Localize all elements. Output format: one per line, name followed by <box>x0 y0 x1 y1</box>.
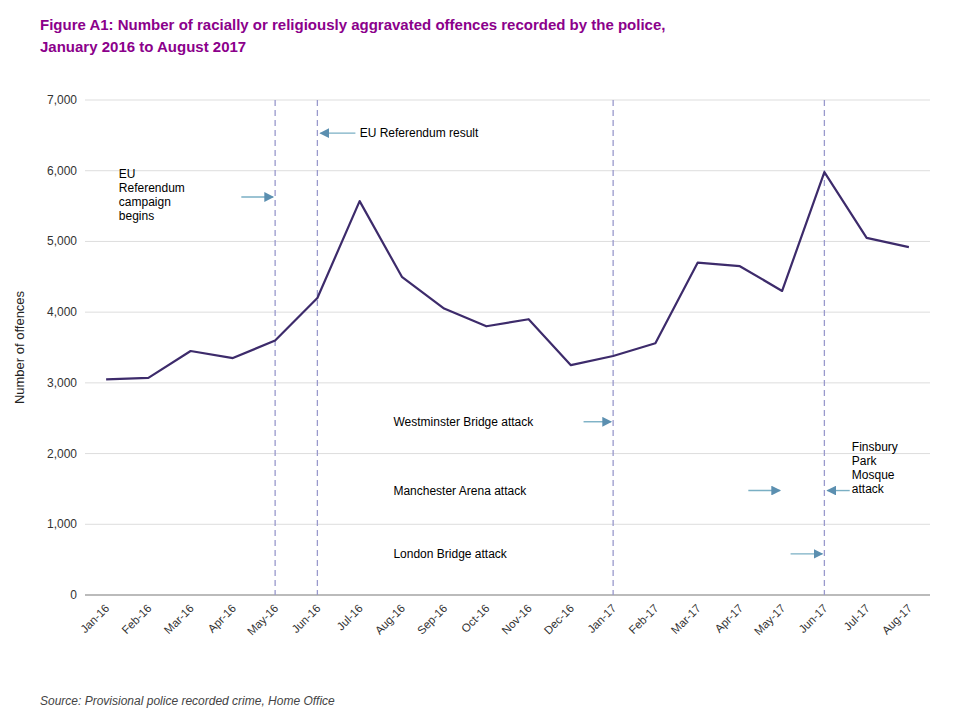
x-tick-label: Mar-16 <box>162 602 196 636</box>
x-tick-label: Mar-17 <box>669 602 703 636</box>
annotation-line: Westminster Bridge attack <box>393 415 534 429</box>
annotation-arrow <box>241 196 273 197</box>
grid-line <box>85 170 930 171</box>
annotation: London Bridge attack <box>393 547 507 561</box>
annotation: FinsburyParkMosqueattack <box>852 440 898 496</box>
x-tick-label: Jan-16 <box>78 602 111 635</box>
y-axis-label: Number of offences <box>12 290 27 404</box>
y-tick-label: 7,000 <box>47 93 77 107</box>
annotation-line: Park <box>852 454 878 468</box>
grid-line <box>85 312 930 313</box>
annotation-arrow <box>791 553 823 554</box>
y-tick-label: 5,000 <box>47 234 77 248</box>
source: Source: Provisional police recorded crim… <box>40 694 335 708</box>
event-line <box>612 100 613 595</box>
x-tick-label: Jun-17 <box>796 602 829 635</box>
annotation-line: EU Referendum result <box>360 126 479 140</box>
annotation: Manchester Arena attack <box>393 484 527 498</box>
x-tick-label: Feb-17 <box>627 602 661 636</box>
x-tick-label: Dec-16 <box>542 602 577 637</box>
annotation-line: Manchester Arena attack <box>393 484 527 498</box>
annotation-line: attack <box>852 482 885 496</box>
annotation-line: campaign <box>119 195 171 209</box>
y-tick-label: 0 <box>70 588 77 602</box>
annotation: EUReferendumcampaignbegins <box>119 167 185 223</box>
annotation-arrow <box>827 490 849 491</box>
x-tick-label: Jan-17 <box>585 602 618 635</box>
x-tick-label: Jul-17 <box>841 602 872 633</box>
annotation-line: Referendum <box>119 181 185 195</box>
x-tick-label: Oct-16 <box>459 602 492 635</box>
annotation: EU Referendum result <box>360 126 479 140</box>
subtitle: January 2016 to August 2017 <box>40 38 246 55</box>
x-tick-label: May-16 <box>245 602 281 638</box>
annotation-line: Finsbury <box>852 440 898 454</box>
grid-line <box>85 241 930 242</box>
data-line <box>106 172 909 379</box>
x-tick-label: Apr-16 <box>205 602 238 635</box>
grid-line <box>85 524 930 525</box>
plot-area <box>106 100 909 595</box>
y-tick-label: 4,000 <box>47 305 77 319</box>
grid-line <box>85 100 930 101</box>
chart: Figure A1: Number of racially or religio… <box>0 0 960 720</box>
event-line <box>274 100 275 595</box>
y-axis: 0 1,000 2,000 3,000 4,000 5,000 6,000 7,000 <box>47 93 930 602</box>
annotation-line: London Bridge attack <box>393 547 507 561</box>
annotation: Westminster Bridge attack <box>393 415 534 429</box>
annotation-arrow <box>320 132 355 133</box>
x-tick-label: May-17 <box>752 602 788 638</box>
x-tick-label: Aug-16 <box>373 602 408 637</box>
annotation-arrow <box>748 490 780 491</box>
grid-line <box>85 382 930 383</box>
grid-line <box>85 453 930 454</box>
annotations: EUReferendumcampaignbegins EU Referendum … <box>119 126 898 561</box>
annotation-line: EU <box>119 167 136 181</box>
x-tick-label: Sep-16 <box>415 602 450 637</box>
x-axis: Jan-16 Feb-16Mar-16 Apr-16May-16Jun-16 Jul-… <box>78 602 914 638</box>
event-line <box>317 100 318 595</box>
x-tick-label: Feb-16 <box>120 602 154 636</box>
x-tick-label: Apr-17 <box>712 602 745 635</box>
annotation-arrow <box>584 421 612 422</box>
x-tick-label: Jun-16 <box>289 602 322 635</box>
y-tick-label: 3,000 <box>47 376 77 390</box>
y-tick-label: 6,000 <box>47 164 77 178</box>
title: Figure A1: Number of racially or religio… <box>40 16 665 33</box>
x-tick-label: Jul-16 <box>334 602 365 633</box>
annotation-line: begins <box>119 209 154 223</box>
grid-line <box>85 595 930 596</box>
y-tick-label: 2,000 <box>47 447 77 461</box>
x-tick-label: Aug-17 <box>880 602 915 637</box>
y-tick-label: 1,000 <box>47 517 77 531</box>
x-axis-line <box>85 595 930 596</box>
x-tick-label: Nov-16 <box>499 602 534 637</box>
annotation-line: Mosque <box>852 468 895 482</box>
